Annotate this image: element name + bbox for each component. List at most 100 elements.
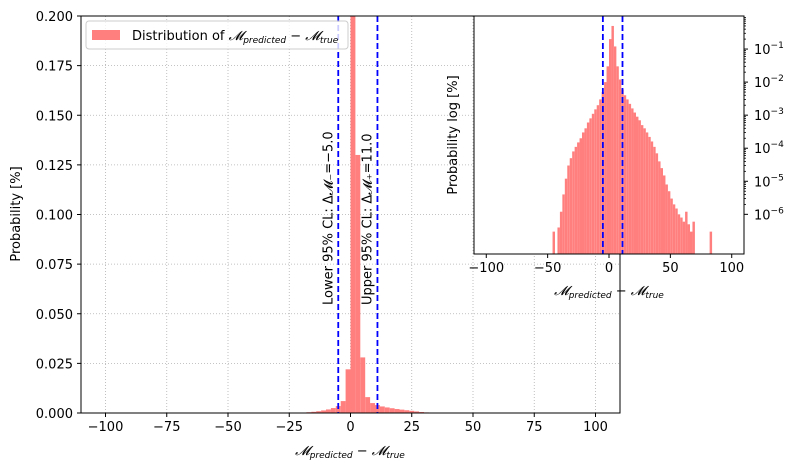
- inset-bar: [623, 95, 627, 255]
- main-y-tick-label: 0.000: [36, 407, 73, 422]
- main-bar: [311, 411, 317, 413]
- inset-y-tick-label: 10−1: [754, 41, 784, 58]
- inset-bar: [663, 175, 666, 254]
- inset-bar: [567, 165, 570, 254]
- inset-bar: [577, 142, 580, 254]
- inset-bar: [658, 161, 661, 254]
- main-y-tick-label: 0.100: [36, 209, 73, 224]
- inset-bar: [596, 105, 600, 255]
- inset-y-tick-label: 10−2: [754, 74, 784, 91]
- main-x-ticks: −100 −75 −50 −25 0 25 50 75 100: [88, 413, 608, 435]
- main-y-tick-label: 0.150: [36, 109, 73, 124]
- main-x-tick-label: 25: [403, 420, 420, 435]
- main-bar: [345, 369, 351, 413]
- inset-bar: [638, 120, 641, 254]
- inset-confidence-lines: [601, 16, 624, 254]
- main-x-tick-label: 50: [465, 420, 482, 435]
- main-bar: [399, 409, 405, 413]
- main-bars: [306, 16, 429, 413]
- inset-bar: [687, 224, 690, 254]
- legend-swatch: [92, 30, 120, 40]
- inset-chart: −100 −50 0 50 100 10−6 10−5 10−4 10−3 10−2 10−1 𝓜…: [446, 15, 784, 301]
- inset-bar: [665, 184, 668, 254]
- inset-bar: [589, 118, 592, 254]
- inset-bar: [636, 116, 639, 255]
- inset-bar: [604, 82, 607, 254]
- main-bar: [384, 407, 390, 413]
- inset-bar: [628, 103, 632, 255]
- inset-bar: [618, 79, 622, 254]
- inset-bar: [660, 168, 663, 254]
- inset-y-tick-label: 10−4: [754, 140, 784, 157]
- inset-bar: [631, 108, 634, 254]
- inset-bar: [599, 99, 602, 254]
- inset-x-tick-label: 50: [662, 261, 679, 276]
- main-bar: [360, 357, 366, 413]
- inset-x-tick-label: −100: [468, 261, 504, 276]
- main-bar: [326, 409, 331, 413]
- main-bar: [335, 406, 341, 413]
- inset-bar: [645, 132, 649, 254]
- main-bar: [370, 403, 375, 413]
- main-bar: [379, 406, 385, 413]
- inset-bar: [682, 221, 686, 254]
- main-bar: [409, 410, 415, 413]
- inset-bar: [594, 109, 597, 254]
- inset-y-axis-label: Probability log [%]: [446, 75, 461, 194]
- inset-bar: [655, 153, 659, 254]
- inset-bar: [685, 211, 688, 254]
- inset-bar: [648, 136, 651, 254]
- main-x-tick-label: −100: [88, 420, 124, 435]
- main-x-tick-label: −50: [214, 420, 241, 435]
- main-bar: [365, 397, 371, 413]
- inset-y-tick-label: 10−5: [754, 173, 784, 190]
- main-y-tick-label: 0.075: [36, 258, 73, 273]
- main-bar: [404, 410, 410, 413]
- inset-bar: [653, 146, 656, 254]
- inset-bar: [690, 231, 693, 254]
- lower-cl-label: Lower 95% CL: Δ𝓜₋=−5.0: [321, 131, 336, 305]
- inset-bar: [584, 128, 587, 254]
- inset-bar: [557, 227, 560, 254]
- legend-entry: Distribution of 𝓜predicted − 𝓜true: [132, 29, 339, 46]
- inset-bar: [692, 221, 695, 254]
- main-bar: [375, 405, 380, 413]
- inset-bar: [569, 158, 573, 254]
- inset-bar: [562, 194, 565, 254]
- inset-bar: [675, 208, 678, 254]
- main-x-axis-label: 𝓜predicted − 𝓜true: [295, 444, 405, 461]
- inset-bar: [559, 211, 563, 254]
- inset-bar: [626, 99, 629, 254]
- inset-x-axis-label: 𝓜predicted − 𝓜true: [554, 284, 664, 301]
- main-bar: [340, 401, 346, 413]
- main-confidence-lines: [337, 16, 379, 413]
- main-y-ticks: 0.000 0.025 0.050 0.075 0.100 0.125 0.150 0.175…: [36, 10, 81, 422]
- main-x-tick-label: 75: [526, 420, 543, 435]
- main-x-tick-label: 100: [583, 420, 608, 435]
- main-bar: [350, 16, 356, 413]
- inset-x-tick-label: 100: [719, 261, 744, 276]
- inset-bar: [586, 122, 590, 254]
- upper-cl-label: Upper 95% CL: Δ𝓜₊=11.0: [360, 133, 375, 305]
- main-x-tick-label: −75: [153, 420, 180, 435]
- main-y-tick-label: 0.175: [36, 60, 73, 75]
- inset-bar: [552, 231, 555, 254]
- inset-bar: [680, 217, 683, 254]
- inset-bar: [616, 66, 619, 254]
- inset-bar: [613, 46, 617, 255]
- legend-box: [85, 20, 349, 50]
- inset-bar: [670, 198, 673, 254]
- inset-bar: [574, 146, 578, 254]
- main-bar: [394, 409, 400, 413]
- inset-x-tick-label: 0: [605, 261, 613, 276]
- main-bar: [316, 411, 322, 413]
- inset-y-tick-label: 10−3: [754, 107, 784, 124]
- main-y-tick-label: 0.025: [36, 357, 73, 372]
- inset-bar: [609, 39, 612, 254]
- main-annotations: Lower 95% CL: Δ𝓜₋=−5.0 Upper 95% CL: Δ𝓜₊=…: [321, 131, 375, 305]
- main-y-tick-label: 0.125: [36, 159, 73, 174]
- inset-x-tick-label: −50: [534, 261, 561, 276]
- main-bar: [355, 154, 361, 413]
- main-y-tick-label: 0.200: [36, 10, 73, 25]
